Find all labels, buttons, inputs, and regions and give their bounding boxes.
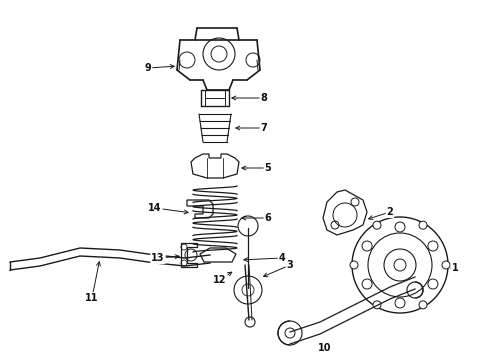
Text: 8: 8 (261, 93, 268, 103)
Text: 13: 13 (151, 253, 165, 263)
Text: 9: 9 (145, 63, 151, 73)
Text: 11: 11 (85, 293, 99, 303)
Text: 6: 6 (265, 213, 271, 223)
Text: 3: 3 (287, 260, 294, 270)
Text: 4: 4 (279, 253, 285, 263)
Circle shape (350, 261, 358, 269)
Circle shape (419, 221, 427, 229)
Text: 10: 10 (318, 343, 332, 353)
Circle shape (442, 261, 450, 269)
Text: 12: 12 (213, 275, 227, 285)
Circle shape (419, 301, 427, 309)
Text: 2: 2 (387, 207, 393, 217)
Circle shape (373, 221, 381, 229)
Text: 1: 1 (452, 263, 458, 273)
Text: 5: 5 (265, 163, 271, 173)
Text: 7: 7 (261, 123, 268, 133)
Circle shape (373, 301, 381, 309)
Text: 14: 14 (148, 203, 162, 213)
